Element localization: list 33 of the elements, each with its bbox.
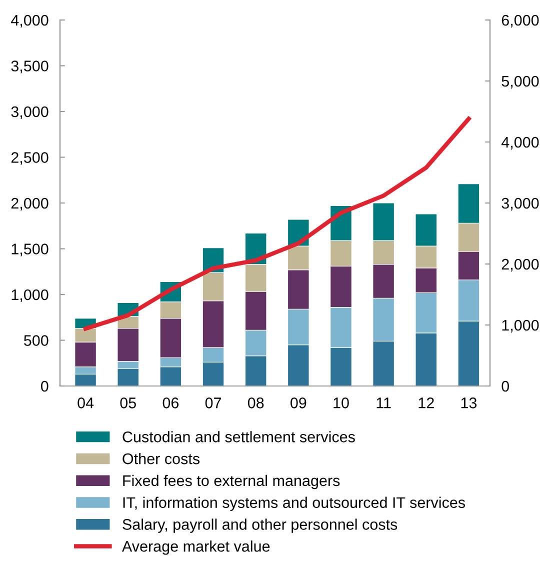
x-tick-label: 04: [78, 398, 94, 408]
legend-label: Fixed fees to external managers: [123, 474, 340, 490]
legend-label: Salary, payroll and other personnel costs: [122, 518, 398, 533]
y-tick-label: 0: [40, 380, 48, 392]
legend-label: Average market value: [122, 540, 270, 555]
legend-label: Custodian and settlement services: [122, 431, 355, 442]
y-tick-label: 2,500: [11, 152, 48, 165]
y-tick-label: 2,000: [11, 198, 48, 210]
y-tick-label: 500: [24, 335, 48, 346]
x-tick-label: 10: [334, 398, 349, 408]
x-tick-label: 12: [418, 398, 434, 408]
x-tick-label: 08: [248, 398, 264, 408]
y-tick-label: 1,500: [12, 244, 48, 256]
y2-tick-label: 0: [502, 380, 510, 392]
y-tick-label: 4,000: [11, 14, 48, 28]
y-tick-label: 3,000: [11, 106, 48, 119]
y2-tick-label: 6,000: [502, 14, 539, 28]
y2-tick-label: 4,000: [501, 136, 539, 150]
x-tick-label: 11: [376, 398, 391, 408]
y-tick-label: 1,000: [12, 289, 48, 302]
y-tick-label: 3,500: [11, 60, 48, 74]
x-tick-label: 07: [205, 398, 221, 408]
x-tick-label: 13: [461, 398, 477, 408]
y2-tick-label: 1,000: [502, 320, 539, 332]
legend-label: IT, information systems and outsourced IT services: [123, 496, 466, 511]
x-tick-label: 05: [120, 398, 136, 408]
y2-tick-label: 3,000: [502, 198, 539, 210]
x-tick-label: 06: [162, 398, 179, 408]
x-tick-label: 09: [290, 398, 306, 408]
y2-tick-label: 2,000: [502, 258, 539, 272]
y2-tick-label: 5,000: [502, 76, 539, 88]
legend-label: Other costs: [122, 452, 200, 464]
line-series: [83, 116, 471, 331]
